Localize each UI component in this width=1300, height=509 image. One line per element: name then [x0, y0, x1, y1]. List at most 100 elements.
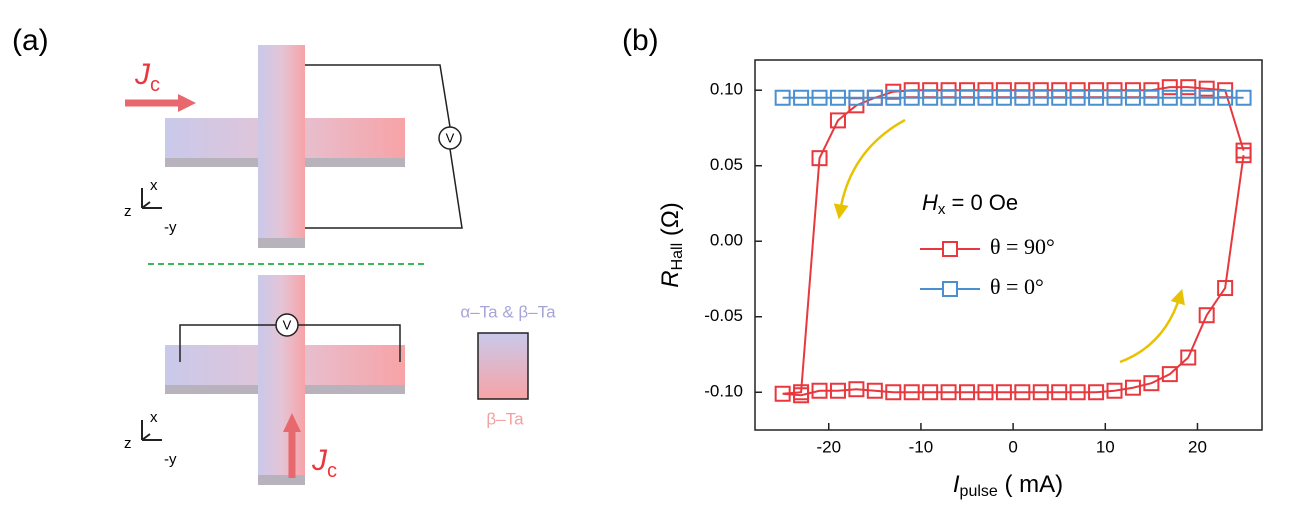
marker	[1161, 366, 1178, 383]
marker	[1069, 384, 1086, 401]
x-tick-label: 20	[1188, 437, 1207, 456]
legend-title: Hx = 0 Oe	[922, 190, 1018, 218]
marker	[811, 382, 828, 399]
x-tick-label: -20	[816, 437, 841, 456]
marker	[1014, 89, 1031, 106]
x-tick-label: 0	[1008, 437, 1017, 456]
legend-marker	[942, 281, 958, 297]
marker	[1217, 280, 1234, 297]
marker	[977, 89, 994, 106]
bar-edge	[258, 238, 305, 248]
marker	[995, 384, 1012, 401]
wire	[305, 64, 451, 128]
marker	[995, 89, 1012, 106]
material-label: α–Ta & β–Ta	[460, 302, 556, 321]
marker	[940, 89, 957, 106]
y-label-unit: (Ω)	[657, 202, 684, 243]
wire	[305, 148, 463, 229]
marker	[1088, 89, 1105, 106]
marker	[1106, 89, 1123, 106]
x-label-sub: pulse	[960, 483, 998, 500]
legend-marker	[942, 241, 958, 257]
marker	[774, 385, 791, 402]
axis-x: x	[150, 409, 158, 426]
marker	[977, 384, 994, 401]
axis-z: z	[124, 435, 132, 452]
plot-frame	[754, 59, 1263, 431]
marker	[1217, 89, 1234, 106]
y-tick-label: 0.05	[710, 155, 743, 174]
wire	[298, 324, 401, 362]
y-axis-label: RHall (Ω)	[657, 202, 686, 288]
marker	[793, 89, 810, 106]
current-sub: c	[327, 460, 337, 482]
sweep-arrow	[1119, 288, 1185, 364]
marker	[866, 382, 883, 399]
marker	[1032, 89, 1049, 106]
legend-label: θ = 0°	[990, 274, 1044, 299]
marker	[1235, 89, 1252, 106]
legend-title-rest: = 0 Oe	[945, 190, 1018, 215]
panel-b: (b) RHall (Ω) Ipulse ( mA) Hx = 0 Oe -0.…	[622, 24, 1263, 500]
marker	[959, 384, 976, 401]
marker	[1180, 89, 1197, 106]
material-swatch	[477, 332, 529, 400]
marker	[811, 150, 828, 167]
marker	[1051, 384, 1068, 401]
marker	[866, 89, 883, 106]
marker	[885, 384, 902, 401]
marker	[848, 381, 865, 398]
marker	[1143, 89, 1160, 106]
marker	[1143, 375, 1160, 392]
marker	[959, 89, 976, 106]
current-main: J	[134, 58, 151, 91]
marker	[1032, 384, 1049, 401]
voltmeter-label: V	[283, 317, 292, 332]
y-tick-label: 0.10	[710, 80, 743, 99]
marker	[1106, 382, 1123, 399]
y-tick-label: 0.00	[710, 231, 743, 250]
panel-a: (a) V Jc x z -y V Jc x z	[12, 24, 556, 485]
axes-icon	[141, 420, 162, 441]
marker	[1235, 147, 1252, 164]
marker	[885, 89, 902, 106]
marker	[922, 89, 939, 106]
x-tick-label: -10	[909, 437, 934, 456]
marker	[1014, 384, 1031, 401]
voltmeter	[438, 126, 462, 150]
panel-label: (a)	[12, 24, 49, 57]
wire	[179, 324, 276, 362]
y-label-sub: Hall	[669, 243, 686, 271]
voltmeter	[275, 313, 299, 337]
bar	[258, 45, 305, 238]
y-label-main: R	[657, 270, 684, 287]
axis-z: z	[124, 203, 132, 220]
marker	[774, 89, 791, 106]
current-arrow-head	[283, 413, 301, 432]
marker	[829, 112, 846, 129]
marker	[829, 382, 846, 399]
current-label: Jc	[134, 58, 160, 96]
x-label-unit: ( mA)	[998, 471, 1063, 498]
legend-title-main: H	[922, 190, 938, 215]
marker	[829, 89, 846, 106]
marker	[1051, 89, 1068, 106]
marker	[1161, 89, 1178, 106]
marker	[903, 384, 920, 401]
marker	[903, 89, 920, 106]
current-sub: c	[150, 74, 160, 96]
y-tick-label: -0.05	[704, 306, 743, 325]
marker	[1124, 89, 1141, 106]
marker	[1180, 79, 1197, 96]
axis-y: -y	[164, 219, 177, 236]
marker	[940, 384, 957, 401]
x-axis-label: Ipulse ( mA)	[953, 471, 1063, 500]
sweep-arrow	[833, 118, 906, 220]
marker	[1198, 80, 1215, 97]
current-label: Jc	[311, 444, 337, 482]
axis-x: x	[150, 177, 158, 194]
bar-edge	[258, 475, 305, 485]
legend-title-sub: x	[938, 201, 946, 218]
marker	[793, 387, 810, 404]
marker	[811, 89, 828, 106]
